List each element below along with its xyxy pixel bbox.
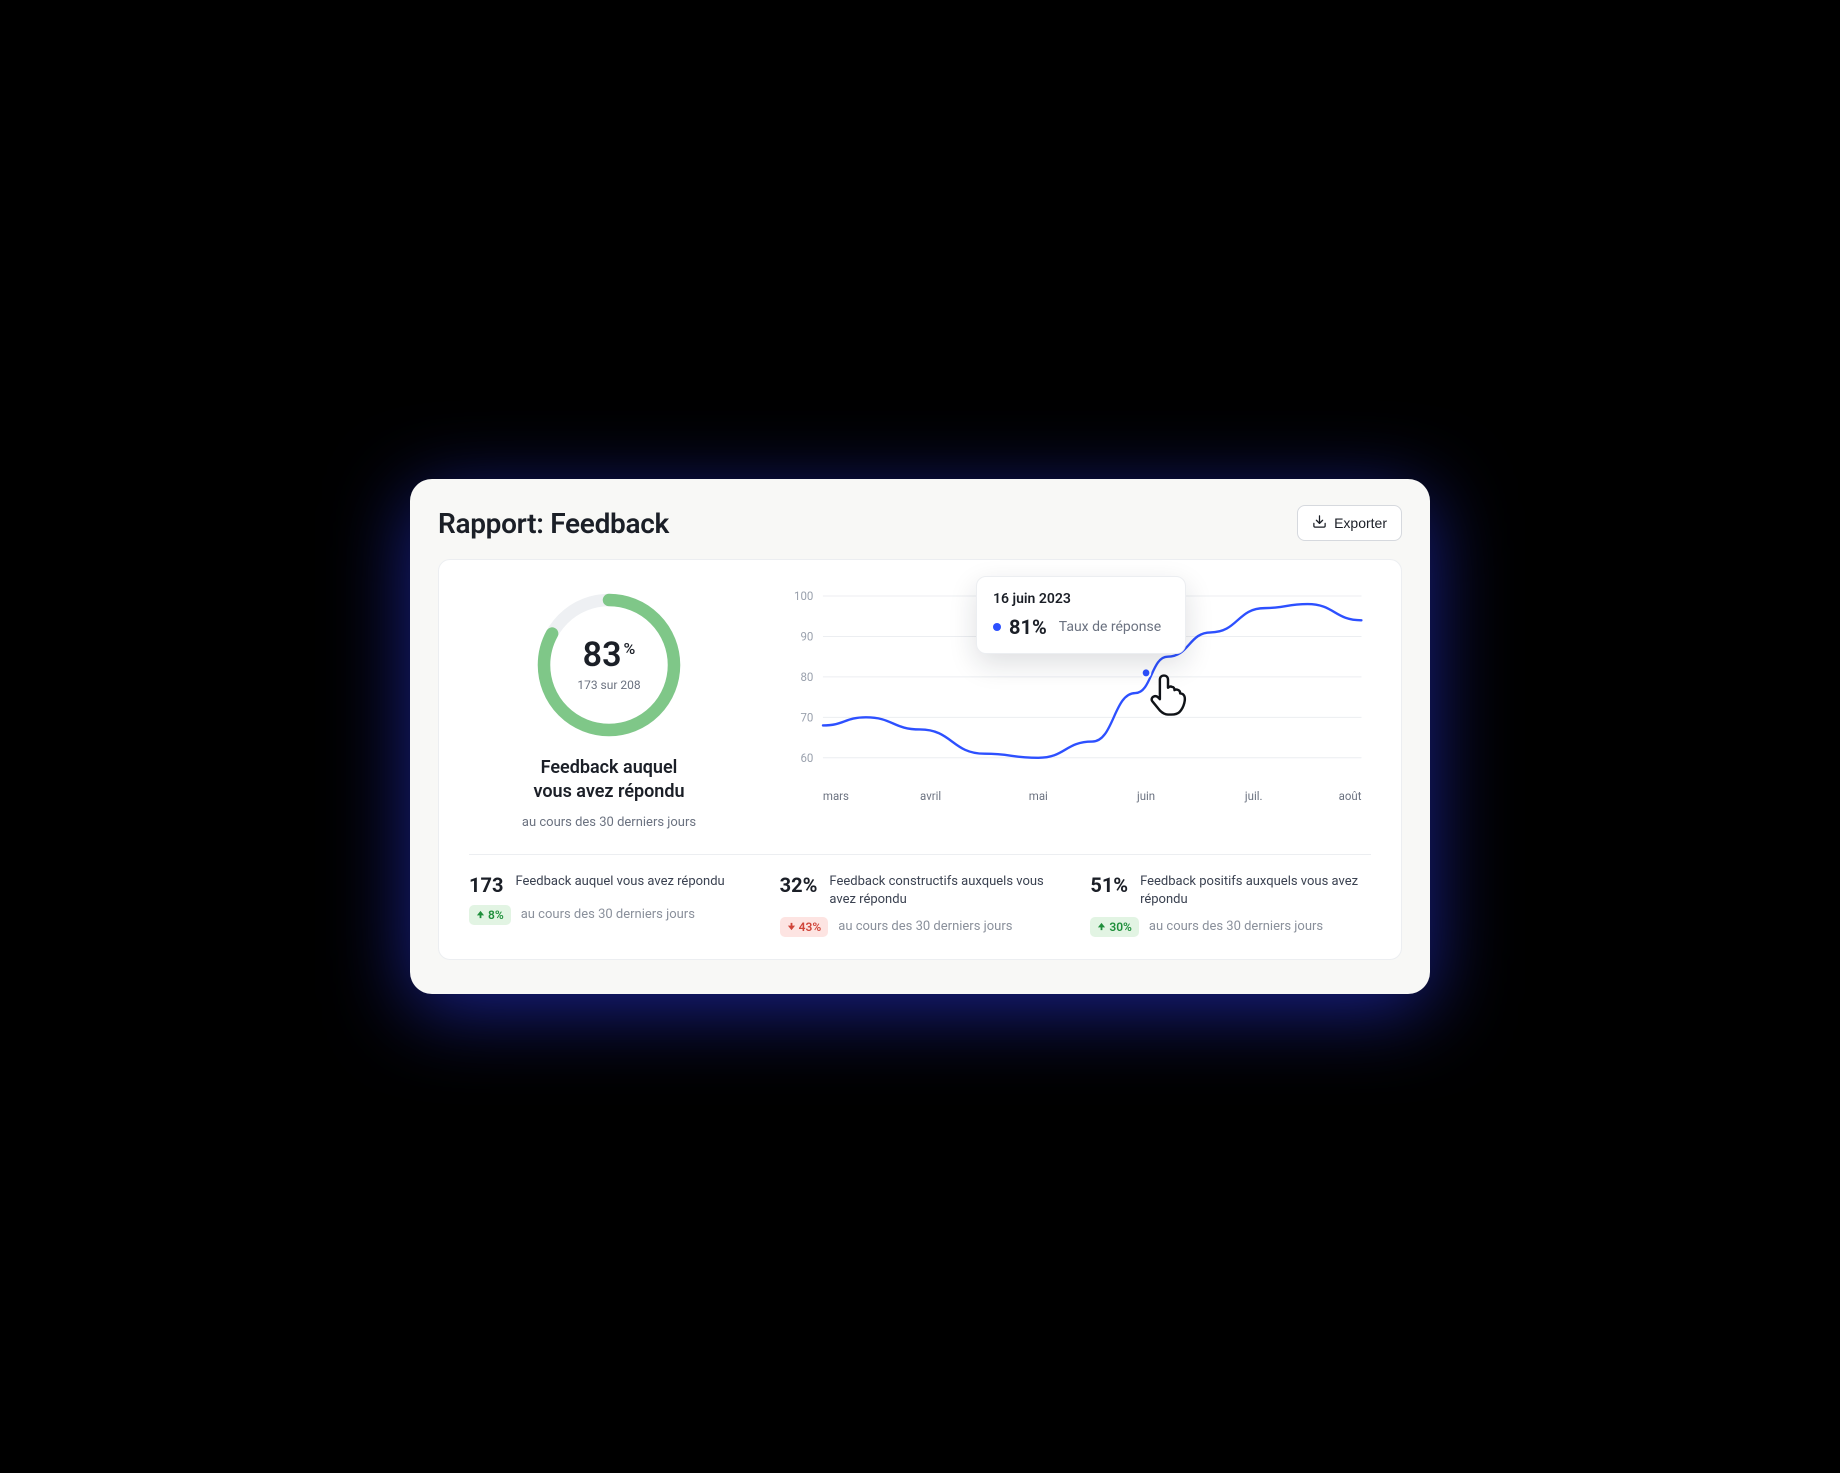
stat-description: Feedback constructifs auxquels vous avez…	[829, 873, 1060, 909]
divider	[469, 854, 1371, 855]
tooltip-dot-icon	[993, 623, 1001, 631]
download-icon	[1312, 514, 1327, 532]
stat-card: 51% Feedback positifs auxquels vous avez…	[1090, 873, 1371, 937]
svg-text:70: 70	[800, 710, 813, 724]
report-card: Rapport: Feedback Exporter	[410, 479, 1430, 994]
page-title: Rapport: Feedback	[438, 507, 669, 540]
arrow-down-icon	[787, 920, 796, 934]
tooltip-value: 81%	[1009, 615, 1047, 639]
svg-text:mars: mars	[823, 789, 849, 803]
svg-text:90: 90	[800, 629, 813, 643]
chart-section: 60 70 80 90 100 mars avril mai juin juil. août 16 …	[779, 586, 1371, 830]
stat-description: Feedback positifs auxquels vous avez rép…	[1140, 873, 1371, 909]
badge-text: 43%	[799, 920, 822, 934]
badge-text: 8%	[488, 908, 504, 922]
stat-value: 32%	[780, 873, 818, 897]
pointer-cursor-icon	[1142, 665, 1194, 717]
arrow-up-icon	[476, 908, 485, 922]
stat-description: Feedback auquel vous avez répondu	[515, 873, 724, 891]
gauge-title: Feedback auquel vous avez répondu	[533, 756, 684, 805]
svg-text:100: 100	[794, 589, 813, 603]
tooltip-label: Taux de réponse	[1059, 619, 1161, 635]
gauge-section: 83% 173 sur 208 Feedback auquel vous ave…	[469, 586, 749, 830]
change-badge: 30%	[1090, 917, 1139, 937]
gauge-value: 83%	[583, 638, 636, 672]
stat-card: 173 Feedback auquel vous avez répondu 8%…	[469, 873, 750, 937]
progress-ring: 83% 173 sur 208	[534, 590, 684, 740]
stat-card: 32% Feedback constructifs auxquels vous …	[780, 873, 1061, 937]
svg-text:80: 80	[800, 670, 813, 684]
export-label: Exporter	[1334, 515, 1387, 531]
header: Rapport: Feedback Exporter	[438, 505, 1402, 541]
gauge-subtext: 173 sur 208	[577, 678, 640, 692]
badge-text: 30%	[1109, 920, 1132, 934]
stat-period: au cours des 30 derniers jours	[838, 919, 1012, 934]
export-button[interactable]: Exporter	[1297, 505, 1402, 541]
stat-value: 173	[469, 873, 503, 897]
svg-text:août: août	[1339, 789, 1362, 803]
svg-text:avril: avril	[920, 789, 941, 803]
stats-row: 173 Feedback auquel vous avez répondu 8%…	[469, 873, 1371, 937]
svg-text:mai: mai	[1029, 789, 1048, 803]
change-badge: 8%	[469, 905, 511, 925]
arrow-up-icon	[1097, 920, 1106, 934]
stat-period: au cours des 30 derniers jours	[521, 907, 695, 922]
main-panel: 83% 173 sur 208 Feedback auquel vous ave…	[438, 559, 1402, 960]
svg-text:60: 60	[800, 751, 813, 765]
svg-text:juin: juin	[1136, 789, 1155, 803]
gauge-period: au cours des 30 derniers jours	[522, 815, 696, 830]
chart-tooltip: 16 juin 2023 81% Taux de réponse	[976, 576, 1186, 654]
stat-period: au cours des 30 derniers jours	[1149, 919, 1323, 934]
line-chart[interactable]: 60 70 80 90 100 mars avril mai juin juil. août 16 …	[779, 586, 1371, 806]
stat-value: 51%	[1090, 873, 1128, 897]
svg-text:juil.: juil.	[1244, 789, 1263, 803]
tooltip-date: 16 juin 2023	[993, 591, 1167, 607]
change-badge: 43%	[780, 917, 829, 937]
